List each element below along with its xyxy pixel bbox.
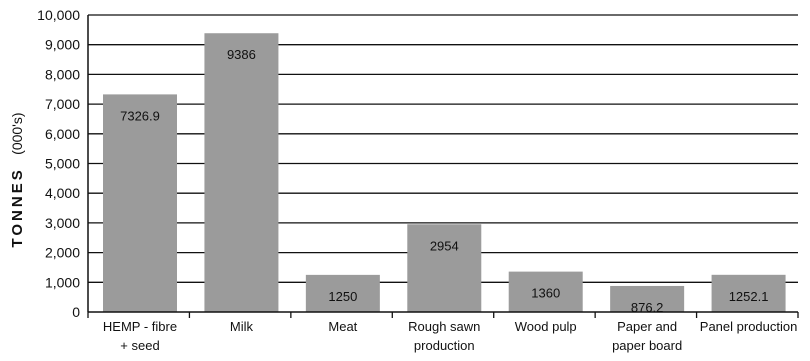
bar xyxy=(305,274,380,312)
bar xyxy=(508,271,583,312)
bar-value-label: 1252.1 xyxy=(729,289,769,304)
y-tick-label: 8,000 xyxy=(45,66,80,82)
bar-value-label: 1360 xyxy=(531,286,560,301)
bar xyxy=(610,285,685,312)
y-tick-label: 9,000 xyxy=(45,37,80,53)
y-tick-label: 5,000 xyxy=(45,156,80,172)
y-tick-label: 0 xyxy=(72,304,80,320)
bar-value-label: 7326.9 xyxy=(120,108,160,123)
y-axis-title-main: TONNES xyxy=(9,167,26,247)
x-tick-label: Meat xyxy=(328,319,357,334)
y-axis-title-unit: (000's) xyxy=(9,112,25,154)
x-tick-label: Milk xyxy=(230,319,254,334)
x-tick-label: HEMP - fibre xyxy=(103,319,177,334)
bar xyxy=(204,33,279,312)
y-tick-label: 7,000 xyxy=(45,96,80,112)
x-tick-label: + seed xyxy=(120,338,159,353)
y-tick-label: 6,000 xyxy=(45,126,80,142)
y-tick-label: 10,000 xyxy=(37,7,80,23)
bar-value-label: 2954 xyxy=(430,238,459,253)
y-tick-label: 2,000 xyxy=(45,245,80,261)
x-tick-label: paper board xyxy=(612,338,682,353)
bar xyxy=(407,224,482,312)
bars xyxy=(103,33,786,312)
bar xyxy=(103,94,177,312)
x-tick-label: Paper and xyxy=(617,319,677,334)
bar-value-label: 9386 xyxy=(227,47,256,62)
labels: 0 1,000 2,000 3,000 4,000 5,000 6,000 7,000 8,00… xyxy=(37,7,797,353)
x-tick-label: Wood pulp xyxy=(515,319,577,334)
x-tick-label: production xyxy=(414,338,475,353)
bar-value-label: 876.2 xyxy=(631,300,664,315)
bar-value-label: 1250 xyxy=(328,289,357,304)
y-axis-title: TONNES (000's) xyxy=(9,112,26,247)
x-tick-label: Rough sawn xyxy=(408,319,480,334)
axes xyxy=(87,15,799,318)
y-tick-label: 4,000 xyxy=(45,185,80,201)
bar xyxy=(711,274,786,312)
y-tick-label: 1,000 xyxy=(45,274,80,290)
y-tick-label: 3,000 xyxy=(45,215,80,231)
x-tick-label: Panel production xyxy=(700,319,798,334)
